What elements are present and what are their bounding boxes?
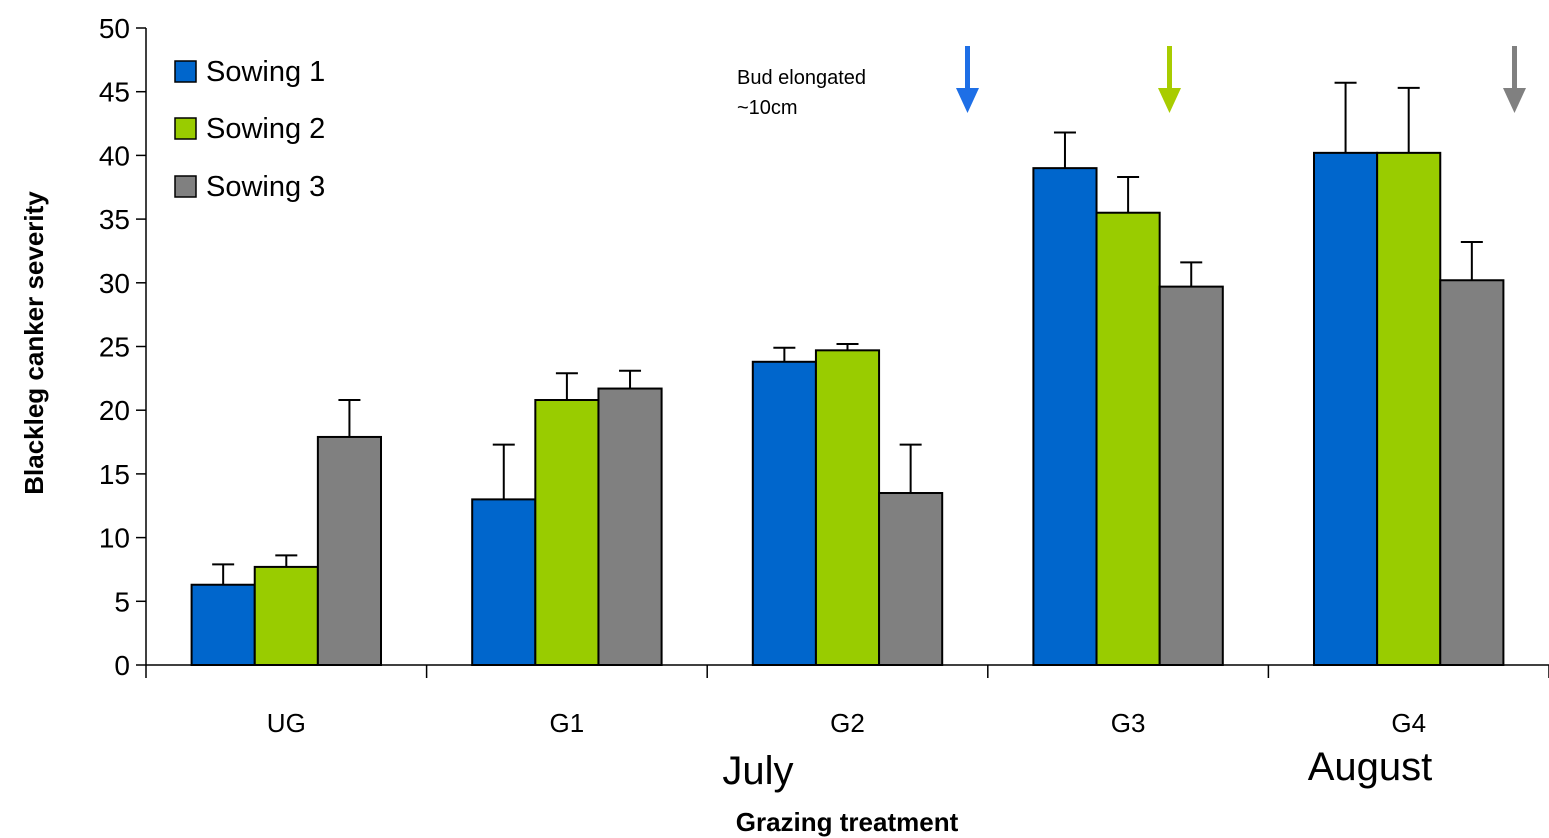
- x-tick-label: UG: [267, 708, 306, 738]
- legend-label: Sowing 1: [206, 56, 325, 88]
- y-tick-label: 25: [99, 332, 130, 363]
- legend-item-sowing-2: Sowing 2: [174, 113, 325, 145]
- bar: [878, 492, 944, 667]
- bars: [190, 151, 1505, 667]
- x-tick-label: G3: [1111, 708, 1146, 738]
- bar: [471, 498, 537, 666]
- bar: [751, 360, 817, 666]
- y-tick-label: 35: [99, 204, 130, 235]
- legend-swatch: [174, 175, 197, 198]
- bar: [1312, 151, 1379, 667]
- annotation-10cm: ~10cm: [737, 97, 798, 119]
- arrow-down-icon-sowing-3: [1503, 46, 1526, 113]
- bar: [1032, 167, 1098, 666]
- annotation-bud-elongated: Bud elongated: [737, 67, 866, 89]
- x-tick-label: G4: [1391, 708, 1426, 738]
- y-tick-label: 15: [99, 459, 130, 490]
- bar: [1376, 151, 1442, 667]
- arrow-down-icon-sowing-1: [956, 46, 979, 113]
- y-tick-label: 40: [99, 140, 130, 171]
- y-tick-label: 10: [99, 523, 130, 554]
- x-tick-label: G2: [830, 708, 865, 738]
- bar: [253, 565, 319, 666]
- y-tick-label: 20: [99, 395, 130, 426]
- bar: [316, 435, 383, 667]
- legend: Sowing 1 Sowing 2 Sowing 3: [174, 56, 325, 203]
- legend-item-sowing-1: Sowing 1: [174, 56, 325, 88]
- arrows: [956, 46, 1526, 113]
- bar: [597, 387, 663, 666]
- legend-swatch: [174, 60, 197, 83]
- month-label-august: August: [1308, 745, 1433, 789]
- error-bars: [212, 81, 1483, 585]
- legend-label: Sowing 2: [206, 113, 325, 145]
- bar: [814, 349, 881, 666]
- y-tick-label: 5: [114, 586, 130, 617]
- bar: [1439, 279, 1505, 666]
- legend-swatch: [174, 117, 197, 140]
- y-axis-title: Blackleg canker severity: [19, 191, 49, 495]
- bar: [190, 583, 256, 666]
- y-ticks: 0 5 10 15 20 25 30 35 40 45 50: [99, 13, 146, 681]
- legend-label: Sowing 3: [206, 171, 325, 203]
- x-tick-label: G1: [550, 708, 585, 738]
- y-tick-label: 50: [99, 13, 130, 44]
- bar: [1095, 211, 1161, 666]
- x-ticks: UG G1 G2 G3 G4: [145, 665, 1549, 738]
- y-tick-label: 30: [99, 268, 130, 299]
- legend-item-sowing-3: Sowing 3: [174, 171, 325, 203]
- arrow-down-icon-sowing-2: [1158, 46, 1181, 113]
- y-tick-label: 45: [99, 77, 130, 108]
- month-label-july: July: [722, 749, 793, 793]
- bar: [1158, 285, 1224, 666]
- x-axis-title: Grazing treatment: [736, 807, 959, 837]
- y-tick-label: 0: [114, 650, 130, 681]
- bar: [534, 399, 600, 666]
